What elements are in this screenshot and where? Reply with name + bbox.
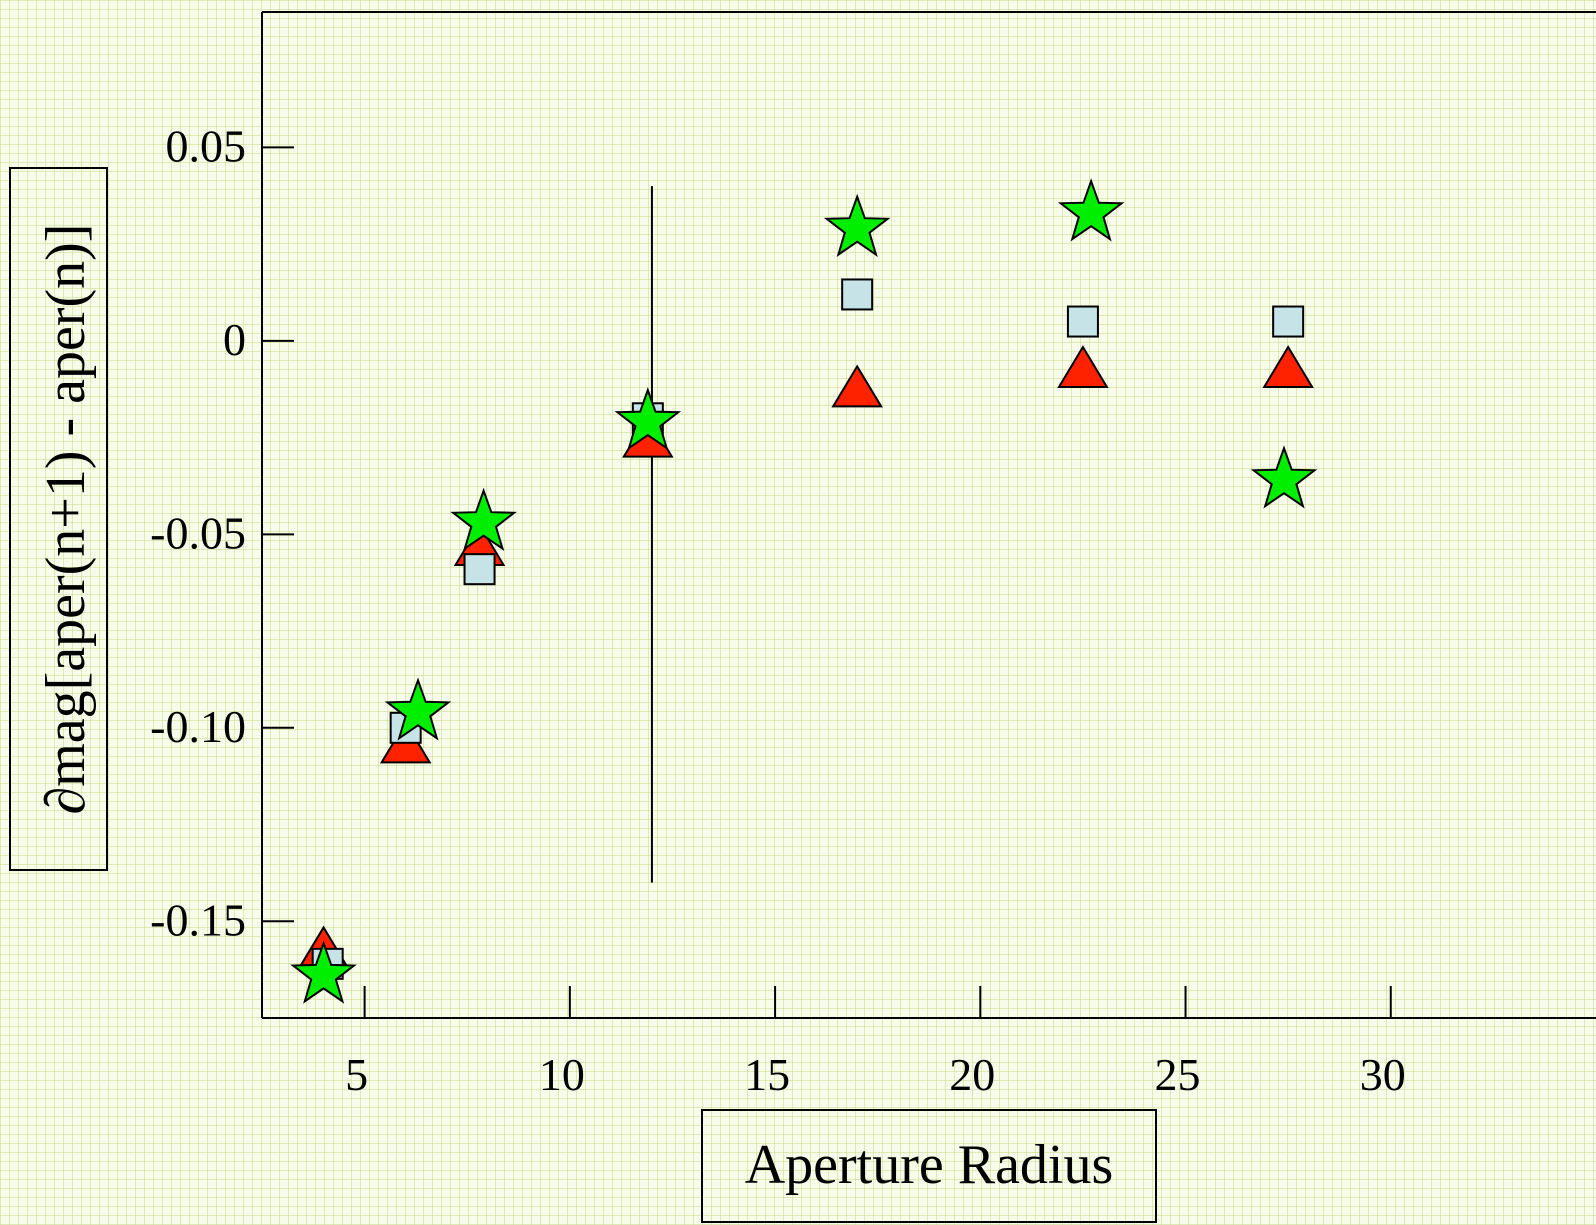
y-axis-title: ∂mag[aper(n+1) - aper(n)] <box>35 224 97 815</box>
x-axis: 5 10 15 20 25 30 <box>345 986 1406 1100</box>
x-tick-label: 10 <box>539 1049 585 1100</box>
star-marker <box>290 940 357 1004</box>
triangle-marker <box>1262 345 1314 389</box>
star-marker <box>1057 178 1125 242</box>
data-points <box>290 178 1318 1004</box>
x-tick-label: 5 <box>345 1049 368 1100</box>
star-marker <box>384 677 452 741</box>
square-marker <box>1066 305 1099 338</box>
triangle-marker <box>831 364 883 408</box>
x-tick-label: 15 <box>744 1049 790 1100</box>
y-axis: 0.05 0 -0.05 -0.10 -0.15 <box>150 120 294 945</box>
star-marker <box>823 193 891 258</box>
x-tick-label: 20 <box>949 1049 995 1100</box>
y-tick-label: -0.05 <box>150 507 246 558</box>
square-marker <box>463 553 496 586</box>
square-marker <box>841 278 874 311</box>
x-tick-label: 25 <box>1155 1049 1201 1100</box>
triangle-marker <box>1057 345 1109 389</box>
y-axis-title-box <box>9 167 108 871</box>
x-tick-label: 30 <box>1360 1049 1406 1100</box>
y-tick-label: 0.05 <box>166 120 247 171</box>
y-tick-label: 0 <box>223 314 246 365</box>
star-marker <box>450 487 517 552</box>
y-tick-label: -0.15 <box>150 894 246 945</box>
plot-frame <box>261 11 1596 1019</box>
x-axis-title: Aperture Radius <box>745 1134 1114 1196</box>
star-marker <box>1250 445 1318 509</box>
square-marker <box>1272 305 1305 338</box>
x-axis-title-box <box>701 1109 1157 1223</box>
y-tick-label: -0.10 <box>150 701 246 752</box>
star-marker <box>614 387 682 451</box>
